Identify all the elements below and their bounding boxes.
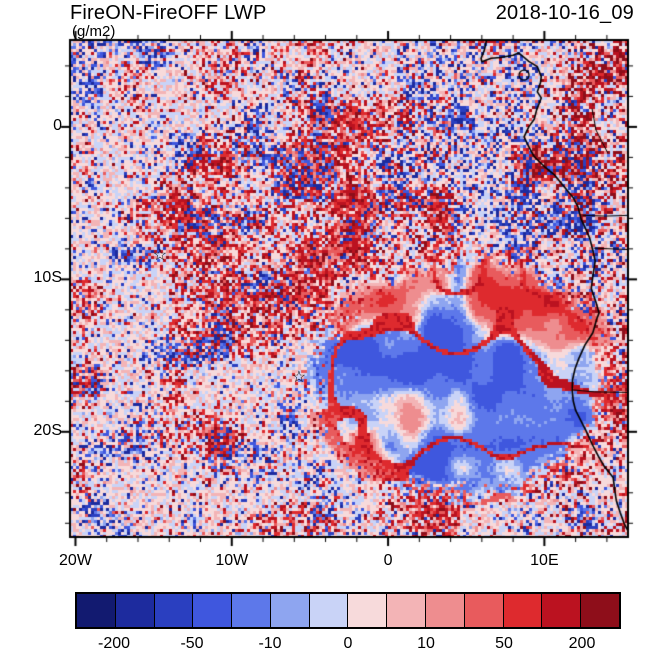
colorbar <box>75 592 621 629</box>
colorbar-cell <box>387 594 427 627</box>
y-tick-label: 20S <box>33 421 62 439</box>
colorbar-tick-label: -10 <box>258 635 282 652</box>
colorbar-cell <box>503 594 543 627</box>
station-marker: ☆ <box>152 247 168 265</box>
colorbar-cell <box>426 594 465 627</box>
plot-units-label: (g/m2) <box>72 23 116 40</box>
station-marker: ☆ <box>291 369 307 387</box>
plot-date: 2018-10-16_09 <box>495 2 634 24</box>
colorbar-cell <box>115 594 155 627</box>
y-tick-label: 10S <box>33 269 62 287</box>
colorbar-cell <box>581 594 619 627</box>
colorbar-tick-label: -50 <box>180 635 204 652</box>
colorbar-tick-label: 50 <box>495 635 513 652</box>
colorbar-cell <box>270 594 310 627</box>
colorbar-cell <box>77 594 116 627</box>
colorbar-cell <box>232 594 271 627</box>
y-tick-label: 0 <box>53 116 62 134</box>
colorbar-cell <box>464 594 504 627</box>
colorbar-tick-label: 10 <box>417 635 435 652</box>
colorbar-cell <box>348 594 388 627</box>
colorbar-cell <box>154 594 194 627</box>
x-tick-label: 10E <box>530 552 559 569</box>
colorbar-cell <box>309 594 349 627</box>
plot-title: FireON-FireOFF LWP <box>70 2 267 24</box>
colorbar-cell <box>542 594 582 627</box>
x-tick-label: 10W <box>215 552 249 569</box>
x-tick-label: 0 <box>383 552 393 569</box>
colorbar-tick-label: 200 <box>568 635 596 652</box>
x-tick-label: 20W <box>59 552 92 569</box>
colorbar-tick-label: -200 <box>97 635 131 652</box>
colorbar-tick-label: 0 <box>343 635 353 652</box>
colorbar-cell <box>193 594 233 627</box>
